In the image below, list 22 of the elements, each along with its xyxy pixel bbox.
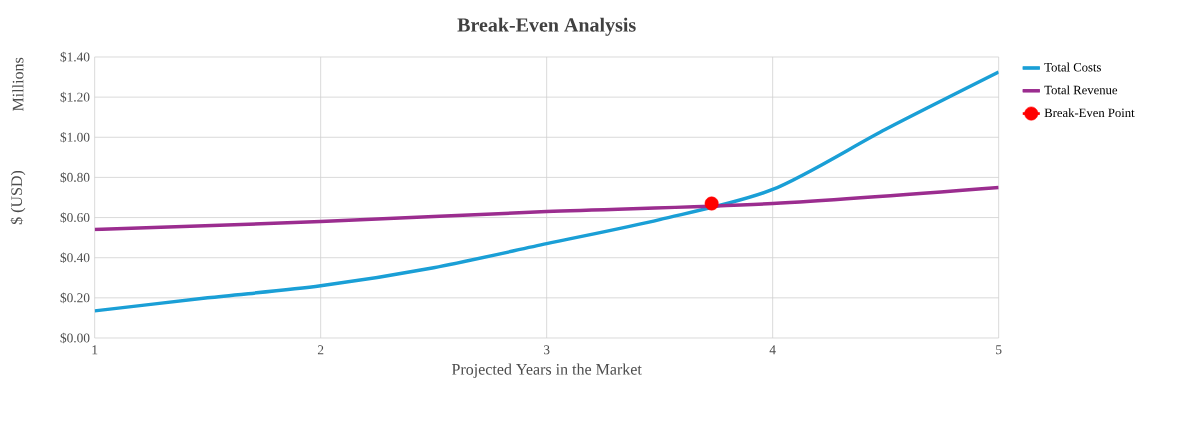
chart-title: Break-Even Analysis: [457, 17, 636, 36]
y-tick-label: $0.00: [60, 332, 90, 344]
x-tick-label: 1: [92, 345, 98, 355]
x-axis-title: Projected Years in the Market: [451, 363, 642, 378]
text: Millions: [12, 57, 24, 112]
x-tick-label: 5: [996, 345, 1002, 355]
x-tick-label: 3: [543, 345, 550, 355]
legend-label: Total Costs: [1044, 62, 1101, 72]
legend-label: Total Revenue: [1044, 85, 1118, 95]
x-tick-label: 4: [769, 345, 776, 355]
y-tick-label: $1.00: [60, 131, 90, 143]
y-axis-title: $ (USD): [10, 170, 26, 225]
y-tick-label: $0.80: [60, 172, 90, 183]
line-series: [94, 185, 999, 232]
x-tick-label: 2: [317, 345, 324, 355]
y-tick-label: $0.40: [60, 252, 90, 264]
line-series: [94, 70, 999, 313]
legend-label: Break-Even Point: [1044, 108, 1135, 118]
y-tick-label: $1.20: [60, 91, 90, 103]
y-tick-label: $1.40: [60, 51, 90, 63]
y-tick-label: $0.60: [60, 212, 90, 223]
y-tick-label: $0.20: [60, 292, 90, 304]
